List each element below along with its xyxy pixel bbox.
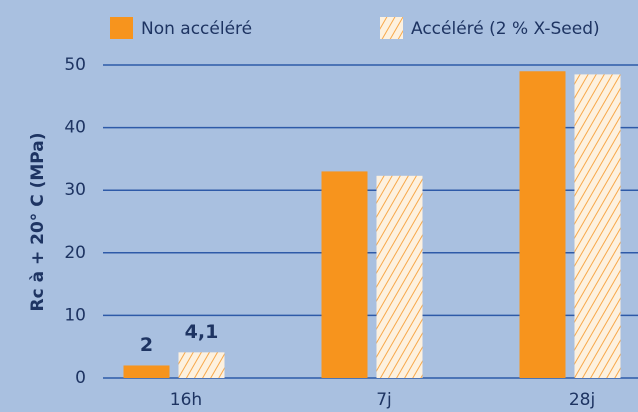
y-tick-label: 30 bbox=[64, 180, 86, 200]
y-axis-label: Rc à + 20° C (MPa) bbox=[28, 132, 48, 311]
legend-label: Accéléré (2 % X-Seed) bbox=[411, 19, 600, 39]
bar bbox=[123, 365, 170, 378]
y-tick-label: 50 bbox=[64, 55, 86, 75]
legend-swatch bbox=[110, 17, 133, 39]
data-label: 2 bbox=[140, 334, 153, 356]
y-tick-label: 40 bbox=[64, 118, 86, 138]
bar bbox=[519, 71, 566, 378]
legend-label: Non accéléré bbox=[141, 19, 252, 39]
data-label: 4,1 bbox=[185, 321, 219, 343]
y-tick-label: 0 bbox=[75, 368, 86, 388]
x-tick-label: 7j bbox=[376, 390, 392, 410]
y-tick-label: 10 bbox=[64, 305, 86, 325]
y-tick-label: 20 bbox=[64, 243, 86, 263]
legend-swatch bbox=[380, 17, 403, 39]
x-tick-label: 28j bbox=[569, 390, 595, 410]
x-tick-label: 16h bbox=[170, 390, 202, 410]
bar bbox=[574, 74, 621, 378]
bar bbox=[178, 352, 225, 378]
bar bbox=[321, 171, 368, 378]
bar bbox=[376, 175, 423, 378]
